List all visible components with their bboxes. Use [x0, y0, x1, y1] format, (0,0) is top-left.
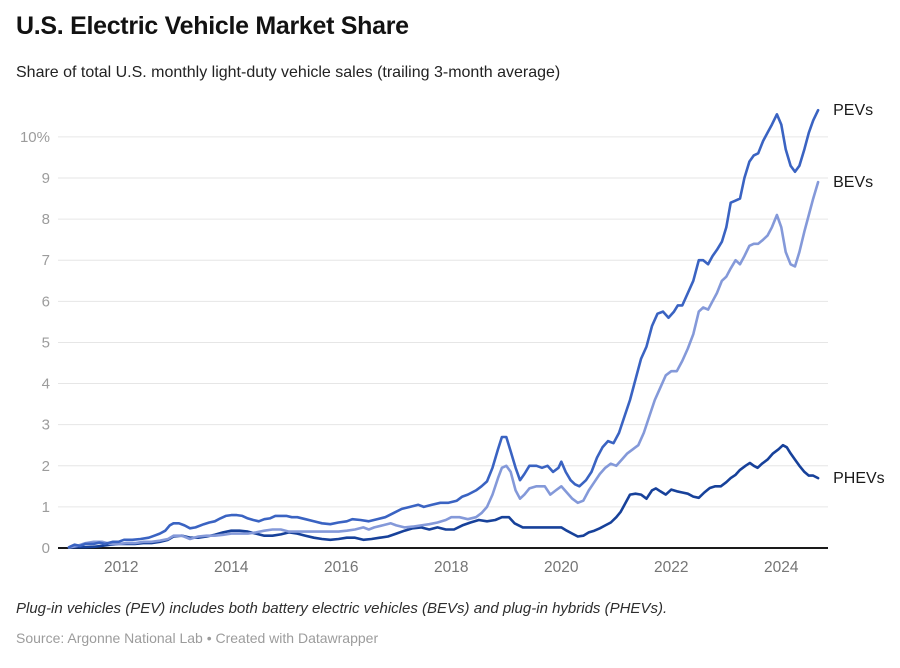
- series-label-bevs: BEVs: [833, 174, 873, 191]
- y-tick-label: 8: [42, 211, 50, 228]
- x-tick-label: 2022: [654, 559, 688, 576]
- y-tick-label: 0: [42, 540, 50, 557]
- footnote: Plug-in vehicles (PEV) includes both bat…: [16, 600, 668, 617]
- x-tick-label: 2020: [544, 559, 579, 576]
- chart-subtitle: Share of total U.S. monthly light-duty v…: [16, 64, 561, 81]
- x-tick-label: 2012: [104, 559, 138, 576]
- y-tick-label: 2: [42, 458, 50, 475]
- chart-title: U.S. Electric Vehicle Market Share: [16, 12, 409, 40]
- x-tick-label: 2024: [764, 559, 799, 576]
- series-label-phevs: PHEVs: [833, 470, 885, 487]
- series-line-phevs: [67, 443, 820, 549]
- series-line-pevs: [67, 108, 820, 549]
- series-label-pevs: PEVs: [833, 102, 873, 119]
- y-tick-label: 3: [42, 417, 50, 434]
- series-line-bevs: [67, 180, 820, 549]
- x-tick-label: 2018: [434, 559, 468, 576]
- y-tick-label: 6: [42, 293, 50, 310]
- y-tick-label: 10%: [20, 129, 50, 146]
- x-tick-label: 2016: [324, 559, 358, 576]
- y-tick-label: 4: [42, 376, 50, 393]
- y-tick-label: 5: [42, 334, 50, 351]
- x-tick-label: 2014: [214, 559, 249, 576]
- y-tick-label: 1: [42, 499, 50, 516]
- source-line: Source: Argonne National Lab • Created w…: [16, 630, 379, 646]
- y-tick-label: 7: [42, 252, 50, 269]
- y-tick-label: 9: [42, 170, 50, 187]
